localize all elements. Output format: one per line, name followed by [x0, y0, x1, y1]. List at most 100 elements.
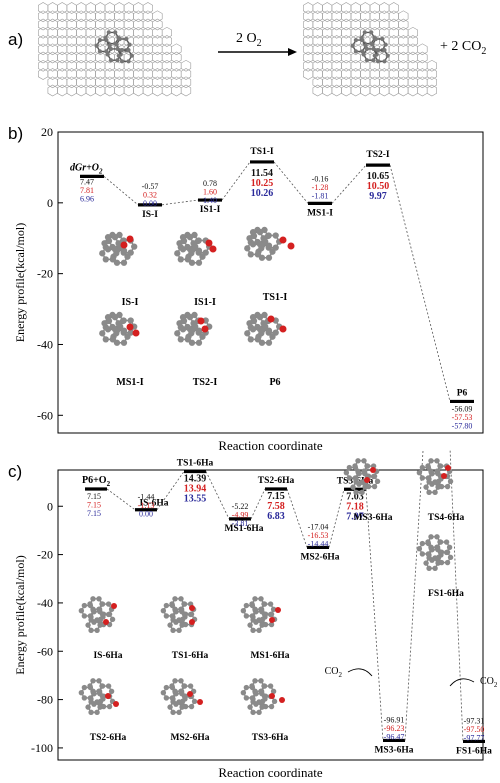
carbon-atom — [99, 250, 106, 257]
oxygen-atom — [287, 242, 295, 250]
carbon-atom — [444, 483, 451, 490]
carbon-atom — [260, 235, 267, 242]
energy-value-IS-I: -0.57 — [142, 182, 159, 191]
carbon-atom — [362, 484, 368, 490]
energy-value-MS3-6Ha: -96.47 — [384, 732, 405, 741]
energy-value-MS1-6Ha: -5.22 — [232, 502, 249, 511]
carbon-atom — [195, 339, 203, 346]
oxygen-atom — [267, 315, 275, 323]
carbon-atom — [249, 229, 257, 236]
carbon-atom — [371, 473, 378, 479]
oxygen-atom — [441, 473, 447, 479]
oxygen-atom — [189, 605, 195, 611]
carbon-atom — [447, 478, 454, 485]
carbon-atom — [374, 478, 381, 485]
carbon-atom — [350, 484, 356, 490]
carbon-atom — [186, 326, 194, 333]
carbon-atom — [240, 690, 247, 696]
oxygen-atom — [205, 239, 213, 247]
carbon-atom — [190, 240, 197, 247]
carbon-atom — [90, 596, 96, 602]
carbon-atom — [100, 693, 107, 699]
carbon-atom — [265, 232, 272, 239]
y-tick-label: 0 — [47, 499, 53, 513]
energy-value-IS-6Ha: 0.00 — [139, 510, 153, 519]
carbon-atom — [100, 611, 107, 617]
oxygen-atom — [279, 236, 287, 244]
carbon-atom — [270, 606, 277, 612]
energy-value-P6: -56.09 — [452, 404, 473, 413]
connector — [103, 176, 139, 206]
carbon-atom — [102, 256, 109, 263]
oxygen-atom — [445, 465, 451, 471]
carbon-atom — [120, 339, 128, 346]
carbon-atom — [425, 551, 432, 557]
state-label-FS1-6Ha: FS1-6Ha — [456, 746, 492, 756]
energy-value-P6+O2: 7.15 — [87, 492, 101, 501]
carbon-atom — [269, 333, 276, 340]
carbon-atom — [416, 546, 423, 552]
energy-value-MS2-6Ha: -16.53 — [308, 531, 329, 540]
carbon-atom — [425, 464, 432, 471]
energy-value-TS1-I: 11.54 — [251, 168, 273, 179]
energy-value-MS1-6Ha: -3.81 — [232, 519, 249, 528]
carbon-atom — [87, 602, 94, 609]
carbon-atom — [169, 613, 176, 619]
carbon-atom — [437, 539, 444, 545]
y-tick-label: -20 — [37, 267, 53, 281]
carbon-atom — [243, 613, 250, 619]
carbon-atom — [99, 601, 106, 607]
carbon-atom — [111, 234, 119, 241]
carbon-atom — [113, 259, 121, 266]
structure-P6 — [244, 311, 287, 346]
carbon-atom — [346, 464, 353, 471]
carbon-atom — [167, 704, 173, 710]
carbon-atom — [177, 336, 184, 343]
carbon-atom — [182, 611, 189, 617]
state-label-TS2-6Ha: TS2-6Ha — [258, 476, 295, 486]
energy-value-TS2-I: 9.97 — [369, 191, 387, 202]
carbon-atom — [176, 627, 182, 634]
oxygen-atom — [126, 235, 134, 243]
carbon-atom — [432, 565, 438, 572]
carbon-atom — [105, 683, 112, 689]
carbon-atom — [170, 617, 176, 623]
energy-value-FS1-6Ha: -97.77 — [464, 733, 485, 742]
carbon-atom — [265, 339, 273, 346]
connector — [273, 161, 309, 204]
graphene-sheet-reactant — [37, 2, 192, 97]
oxygen-atom — [370, 467, 376, 473]
svg-text:CO2: CO2 — [480, 676, 498, 689]
carbon-atom — [104, 326, 112, 333]
panel-a-scheme: 2 O2 + 2 CO2 — [37, 2, 486, 97]
structure-MS1-I — [99, 311, 140, 346]
oxygen-atom — [126, 323, 134, 331]
structure-label-TS2-I: TS2-I — [193, 377, 218, 388]
structure-label-TS1-6Ha: TS1-6Ha — [172, 651, 209, 661]
carbon-atom — [101, 320, 108, 327]
carbon-atom — [160, 608, 167, 614]
energy-value-P6: -57.80 — [452, 421, 473, 430]
carbon-atom — [256, 326, 264, 333]
carbon-atom — [176, 699, 182, 705]
energy-value-TS1-6Ha: 14.39 — [184, 473, 207, 484]
structure-IS-6Ha — [78, 596, 117, 634]
carbon-atom — [87, 613, 94, 619]
carbon-atom — [179, 704, 185, 710]
carbon-atom — [97, 704, 103, 710]
carbon-atom — [258, 678, 264, 684]
carbon-atom — [250, 617, 256, 623]
energy-value-TS2-6Ha: 7.15 — [267, 491, 285, 502]
carbon-atom — [167, 622, 173, 628]
carbon-atom — [176, 240, 183, 247]
carbon-atom — [267, 601, 274, 607]
carbon-atom — [262, 693, 269, 699]
connector — [389, 165, 451, 402]
panel-b-label: b) — [8, 124, 24, 143]
carbon-atom — [244, 330, 251, 337]
carbon-atom — [269, 248, 276, 255]
carbon-atom — [346, 475, 353, 481]
structure-label-IS-6Ha: IS-6Ha — [93, 651, 122, 661]
carbon-atom — [252, 596, 258, 602]
structure-MS1-6Ha — [240, 596, 281, 634]
